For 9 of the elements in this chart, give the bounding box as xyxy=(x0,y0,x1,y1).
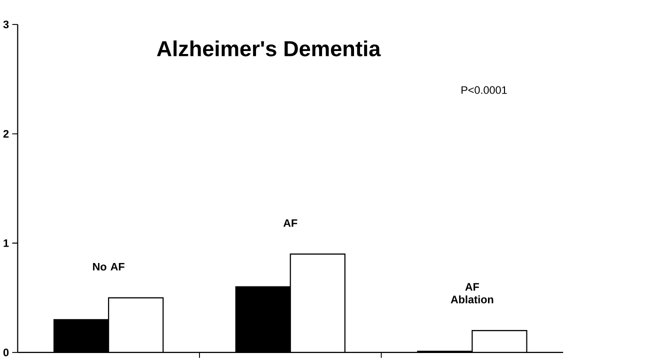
text: Alzheimer's Dementia xyxy=(156,40,381,56)
x-tick-label: AF xyxy=(283,219,298,227)
y-tick-label: 2 xyxy=(3,130,9,138)
annotation: P<0.0001 xyxy=(462,86,507,94)
x-tick-label: AF Ablation xyxy=(450,283,494,304)
x-tick-label: No AF xyxy=(93,262,124,270)
y-tick-label: 0 xyxy=(3,348,9,356)
y-tick-label: 3 xyxy=(3,20,9,28)
y-tick-label: 1 xyxy=(4,239,9,247)
